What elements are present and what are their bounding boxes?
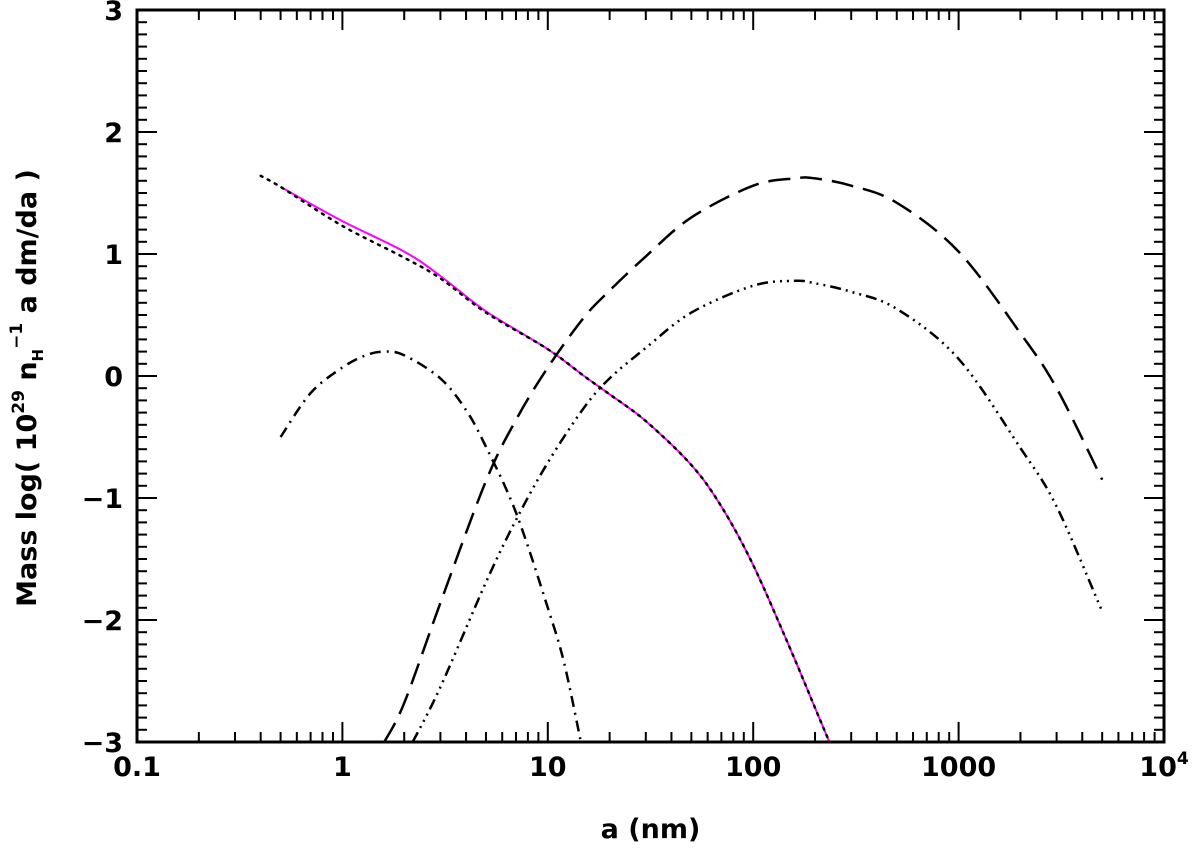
x-tick-label-exponent: 4 [1177,749,1189,769]
series-3-line [383,176,1104,742]
series-layer [259,174,1104,742]
series-2-line [279,350,583,742]
x-tick-label-base: 100 [725,752,781,783]
y-axis-label-exp-m1: −1 [7,323,27,349]
x-tick-label: 100 [725,752,781,783]
x-tick-label: 1000 [921,752,996,783]
x-tick-label-base: 1 [333,752,352,783]
y-axis-label-exp29: 29 [9,390,29,414]
y-tick-label: 3 [104,0,123,27]
plot-frame [135,8,1166,744]
series-1-line [259,174,831,742]
x-tick-label-base: 0.1 [113,752,161,783]
y-axis-label-nh: n [12,361,43,390]
y-axis-label-sub-h: H [29,349,47,362]
y-axis-label: Mass log( 1029 nH−1 a dm/da ) [7,169,47,607]
series-4-line [411,279,1104,742]
y-tick-label: 0 [104,362,123,393]
ticks-layer [136,9,1165,743]
series-0-line [280,186,831,742]
x-tick-label: 0.1 [113,752,161,783]
y-axis-label-suffix: a dm/da ) [12,169,43,323]
y-tick-label: −3 [82,728,123,759]
y-tick-label: 2 [104,118,123,149]
x-tick-label-base: 1000 [921,752,996,783]
x-tick-label: 1 [333,752,352,783]
y-tick-label: −2 [82,606,123,637]
x-axis-label: a (nm) [601,814,701,845]
y-tick-label: 1 [104,240,123,271]
x-tick-label-base: 10 [529,752,567,783]
y-axis-label-prefix: Mass log( 10 [12,414,43,607]
y-tick-label: −1 [82,484,123,515]
x-tick-label-base: 10 [1139,752,1177,783]
x-tick-label: 104 [1139,749,1189,783]
x-tick-label: 10 [529,752,567,783]
